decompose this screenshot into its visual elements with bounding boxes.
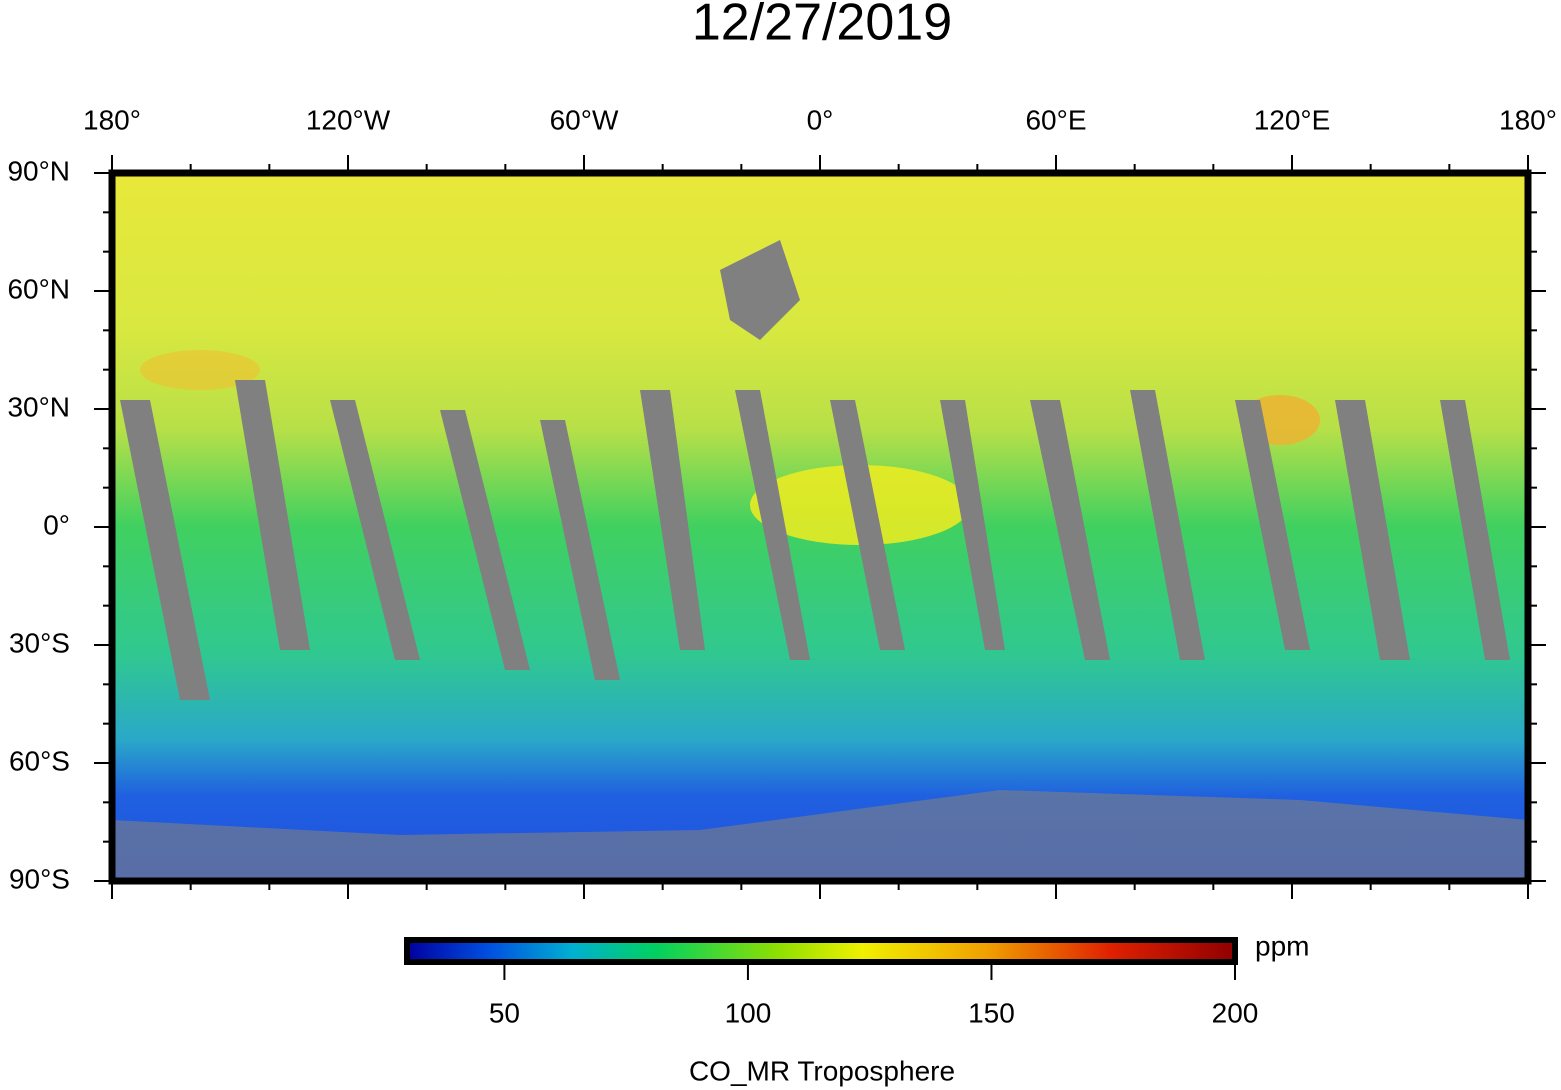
- lat-label: 30°N: [7, 391, 70, 422]
- lon-label: 120°E: [1254, 104, 1331, 135]
- lon-label: 180°: [83, 104, 141, 135]
- lat-label: 0°: [43, 509, 70, 540]
- colorbar-tick-label: 150: [968, 997, 1015, 1028]
- colorbar: [404, 937, 1238, 965]
- map-field: [112, 173, 1528, 881]
- lat-label: 60°N: [7, 273, 70, 304]
- colorbar-tick-label: 50: [489, 997, 520, 1028]
- lat-label: 90°N: [7, 155, 70, 186]
- pacific-plume: [140, 350, 260, 390]
- lat-label: 90°S: [9, 863, 70, 894]
- title: 12/27/2019: [692, 0, 952, 52]
- lat-label: 60°S: [9, 745, 70, 776]
- colorbar-label: CO_MR Troposphere: [689, 1055, 955, 1086]
- lon-label: 60°W: [550, 104, 619, 135]
- colorbar-tick-label: 100: [725, 997, 772, 1028]
- colorbar-unit: ppm: [1255, 930, 1309, 961]
- lon-label: 180°: [1499, 104, 1557, 135]
- lon-label: 120°W: [306, 104, 391, 135]
- lon-label: 60°E: [1025, 104, 1086, 135]
- lat-label: 30°S: [9, 627, 70, 658]
- colorbar-tick-label: 200: [1212, 997, 1259, 1028]
- lon-label: 0°: [807, 104, 834, 135]
- swath-gaps: [112, 240, 1528, 881]
